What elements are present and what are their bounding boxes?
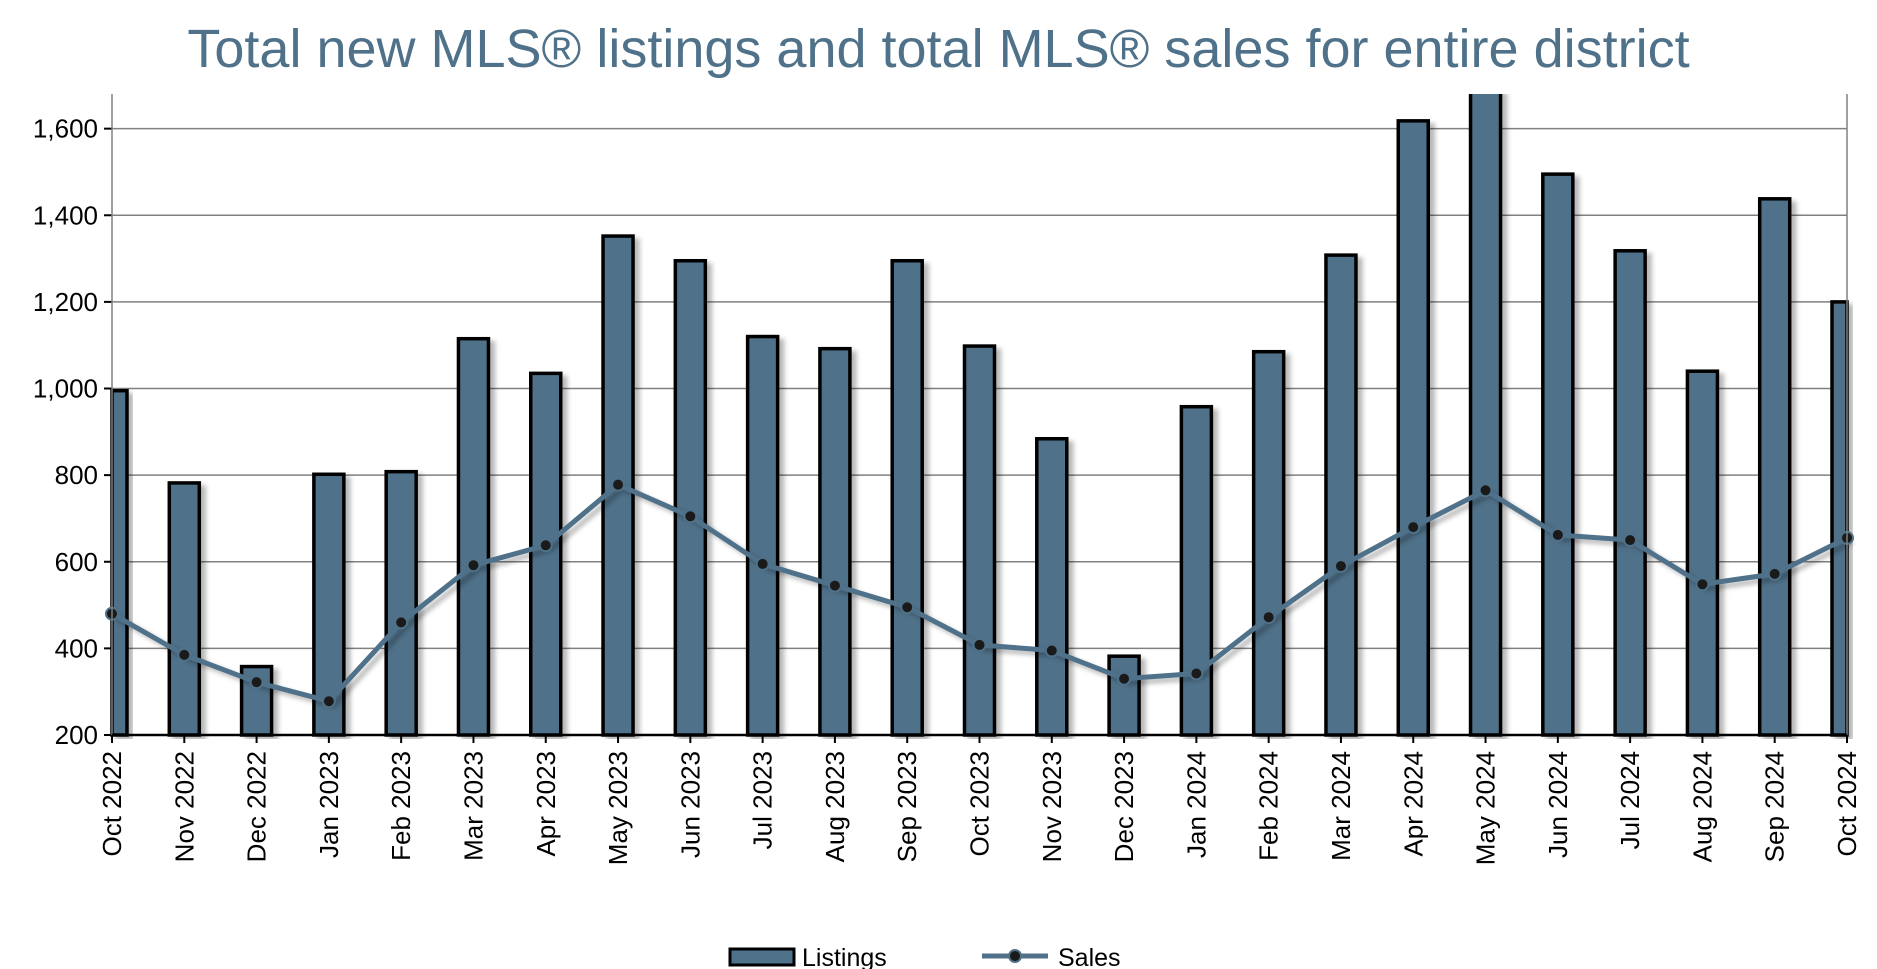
y-tick-label: 400 <box>55 633 98 663</box>
bar-listings <box>890 258 924 737</box>
bar-listings <box>456 336 491 737</box>
legend-sales-label: Sales <box>1058 944 1121 969</box>
bar-listings <box>962 344 997 737</box>
bar-listings <box>1107 654 1141 737</box>
x-tick-label: Jul 2023 <box>748 751 778 849</box>
y-tick-label: 800 <box>55 460 98 490</box>
bar-listings <box>1541 172 1575 737</box>
x-tick-label: May 2023 <box>603 751 633 865</box>
x-tick-label: Apr 2023 <box>531 751 561 857</box>
x-tick-label: Jun 2024 <box>1543 751 1573 858</box>
sales-point <box>1406 520 1421 535</box>
x-tick-label: Jun 2023 <box>675 751 705 858</box>
sales-point <box>1261 610 1276 625</box>
x-axis-ticks: Oct 2022 Nov 2022 Dec 2022 Jan 2023 Feb 2023… <box>97 735 1862 865</box>
sales-point <box>611 477 626 492</box>
x-tick-label: Nov 2022 <box>169 751 199 862</box>
sales-point <box>1623 533 1638 548</box>
bar-listings <box>167 481 202 737</box>
bar-listings <box>673 258 708 737</box>
x-tick-label: Dec 2022 <box>242 751 272 862</box>
x-tick-label: Jul 2024 <box>1615 751 1645 849</box>
sales-point <box>755 556 770 571</box>
y-tick-label: 1,000 <box>33 374 98 404</box>
bar-listings <box>1468 94 1503 737</box>
sales-point <box>1478 483 1493 498</box>
sales-point <box>1767 566 1782 581</box>
y-tick-label: 1,400 <box>33 200 98 230</box>
x-tick-label: Jan 2023 <box>314 751 344 858</box>
y-tick-label: 1,200 <box>33 287 98 317</box>
x-tick-label: Oct 2023 <box>965 751 995 857</box>
sales-point <box>1189 666 1204 681</box>
chart-title: Total new MLS® listings and total MLS® s… <box>187 19 1690 79</box>
sales-point <box>249 675 264 690</box>
sales-point <box>321 694 336 709</box>
x-tick-label: Feb 2024 <box>1254 751 1284 861</box>
legend-sales-marker <box>1008 949 1022 963</box>
bar-listings <box>745 334 780 737</box>
sales-point <box>466 558 481 573</box>
bar-listings <box>1035 437 1069 737</box>
legend: Listings Sales <box>728 944 1121 969</box>
x-tick-label: Oct 2022 <box>97 751 127 857</box>
bar-listings <box>529 371 563 737</box>
x-tick-label: Jan 2024 <box>1181 751 1211 858</box>
sales-point <box>394 615 409 630</box>
x-tick-label: Feb 2023 <box>386 751 416 861</box>
sales-point <box>177 647 192 662</box>
bar-listings <box>601 234 635 737</box>
bar-listings <box>1613 249 1647 737</box>
bar-listings <box>1830 300 1849 737</box>
bar-listings <box>384 469 418 737</box>
x-tick-label: May 2024 <box>1471 751 1501 865</box>
sales-point <box>1333 559 1348 574</box>
bar-listings <box>1251 349 1286 737</box>
x-tick-label: Aug 2024 <box>1687 751 1717 862</box>
bar-listings <box>818 346 852 737</box>
x-tick-label: Aug 2023 <box>820 751 850 862</box>
y-tick-label: 600 <box>55 547 98 577</box>
sales-point <box>827 578 842 593</box>
legend-listings-swatch <box>728 947 796 967</box>
sales-point <box>683 509 698 524</box>
sales-point <box>1044 643 1059 658</box>
x-tick-label: Mar 2023 <box>458 751 488 861</box>
sales-point <box>1117 671 1132 686</box>
bar-listings <box>1396 119 1430 737</box>
y-tick-label: 200 <box>55 720 98 750</box>
x-tick-label: Sep 2024 <box>1760 751 1790 862</box>
x-tick-label: Sep 2023 <box>892 751 922 862</box>
x-tick-label: Apr 2024 <box>1398 751 1428 857</box>
bar-listings <box>1324 253 1358 737</box>
bar-listings <box>1685 369 1720 737</box>
sales-point <box>972 637 987 652</box>
x-tick-label: Dec 2023 <box>1109 751 1139 862</box>
bar-listings <box>1179 404 1214 737</box>
y-axis-ticks: 200 400 600 800 1,000 1,200 1,400 1,600 <box>33 114 112 750</box>
x-tick-label: Nov 2023 <box>1037 751 1067 862</box>
x-tick-label: Oct 2024 <box>1832 751 1862 857</box>
x-tick-label: Mar 2024 <box>1326 751 1356 861</box>
sales-point <box>1550 527 1565 542</box>
y-tick-label: 1,600 <box>33 114 98 144</box>
sales-point <box>538 538 553 553</box>
axes <box>111 94 1848 737</box>
legend-listings-label: Listings <box>802 944 887 969</box>
bar-listings <box>1757 197 1792 737</box>
bar-listings <box>110 388 129 737</box>
sales-point <box>1695 577 1710 592</box>
sales-point <box>900 600 915 615</box>
